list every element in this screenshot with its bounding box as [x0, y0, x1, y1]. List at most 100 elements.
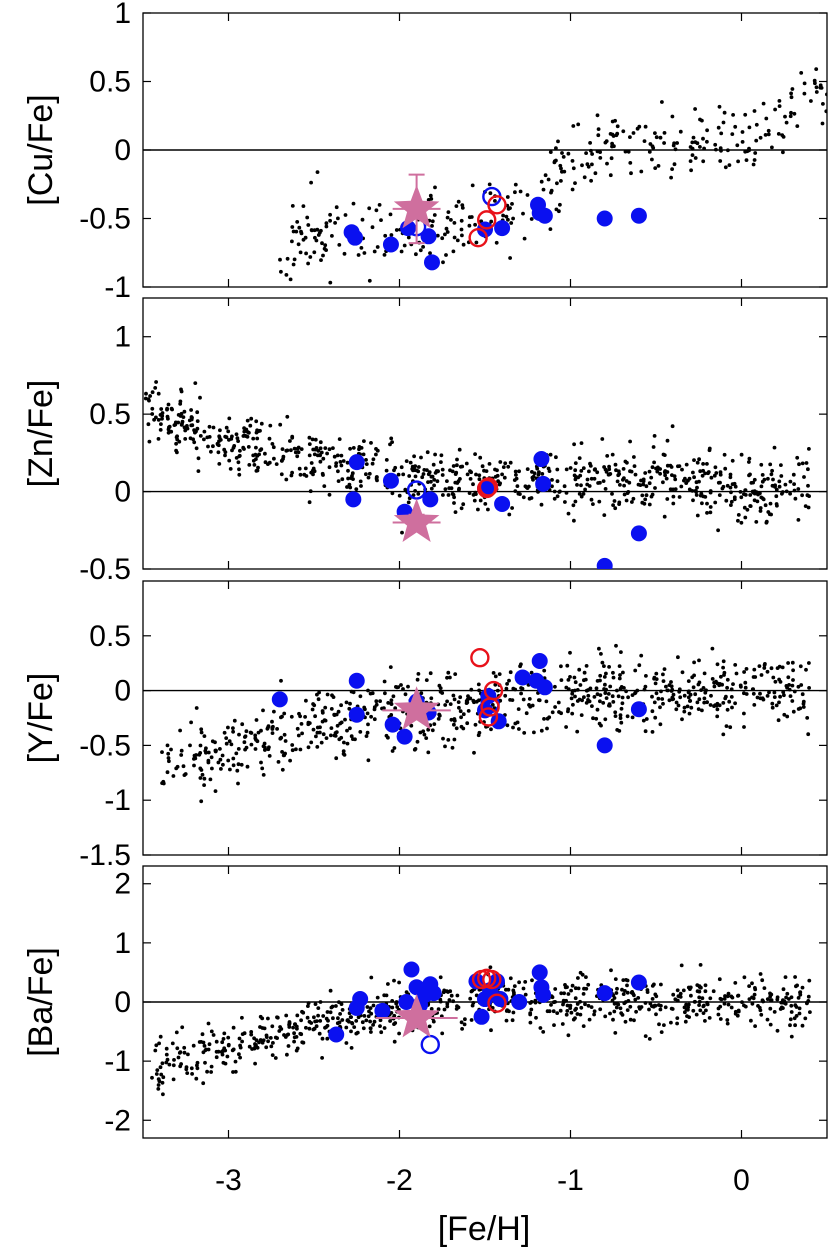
field-star-point	[563, 985, 568, 990]
field-star-point	[295, 220, 300, 224]
field-star-point	[725, 1018, 730, 1022]
field-star-point	[662, 453, 667, 457]
filled-point	[374, 1002, 391, 1019]
field-star-point	[217, 462, 222, 466]
field-star-point	[311, 447, 316, 452]
y-tick-label: 0.5	[89, 620, 131, 653]
field-star-point	[529, 1007, 534, 1012]
field-star-point	[364, 734, 369, 738]
field-star-point	[769, 666, 774, 671]
field-star-point	[625, 978, 630, 983]
field-star-point	[367, 471, 372, 476]
field-star-point	[219, 767, 223, 771]
field-star-point	[493, 199, 497, 203]
field-star-point	[185, 424, 189, 428]
field-star-point	[318, 440, 323, 445]
field-star-point	[654, 994, 659, 999]
field-star-point	[194, 706, 199, 710]
field-star-point	[318, 1000, 323, 1004]
field-star-point	[354, 487, 359, 491]
field-star-point	[628, 161, 633, 165]
field-star-point	[422, 732, 427, 737]
field-star-point	[307, 435, 312, 440]
field-star-point	[582, 175, 587, 180]
field-star-point	[693, 156, 698, 160]
field-star-point	[708, 996, 713, 1001]
field-star-point	[309, 180, 313, 185]
field-star-point	[598, 699, 602, 704]
field-star-point	[587, 1017, 592, 1022]
field-star-point	[229, 742, 234, 747]
field-star-point	[747, 125, 752, 130]
field-star-point	[171, 1063, 176, 1068]
field-star-point	[457, 705, 461, 710]
field-star-point	[247, 463, 252, 467]
field-star-point	[164, 1046, 169, 1051]
field-star-point	[403, 692, 408, 697]
field-star-point	[696, 707, 701, 711]
field-star-point	[252, 1036, 256, 1041]
field-star-point	[656, 164, 661, 168]
field-star-point	[793, 975, 797, 979]
field-star-point	[452, 501, 456, 505]
field-star-point	[628, 135, 632, 140]
field-star-point	[473, 722, 478, 727]
field-star-point	[451, 999, 456, 1004]
field-star-point	[591, 502, 595, 506]
field-star-point	[552, 489, 557, 494]
field-star-point	[223, 453, 227, 458]
field-star-point	[747, 146, 751, 151]
field-star-point	[704, 1008, 708, 1013]
field-star-point	[308, 255, 313, 259]
field-star-point	[446, 210, 451, 215]
field-star-point	[616, 1002, 621, 1007]
field-star-point	[461, 712, 466, 717]
field-star-point	[662, 470, 667, 475]
field-star-point	[256, 465, 260, 470]
field-star-point	[160, 1080, 165, 1085]
field-star-point	[630, 500, 634, 504]
y-tick-label: -0.5	[79, 203, 131, 236]
field-star-point	[158, 428, 163, 432]
field-star-point	[467, 223, 472, 228]
field-star-point	[675, 1016, 680, 1020]
field-star-point	[669, 1020, 673, 1025]
field-star-point	[192, 440, 197, 445]
field-star-point	[652, 700, 657, 705]
filled-point	[423, 254, 440, 271]
field-star-point	[176, 1055, 181, 1060]
field-star-point	[519, 691, 523, 696]
field-star-point	[539, 502, 544, 507]
field-star-point	[564, 725, 568, 729]
field-star-point	[721, 665, 725, 670]
field-star-point	[570, 159, 575, 163]
field-star-point	[249, 1032, 254, 1037]
field-star-point	[791, 472, 796, 477]
field-star-point	[685, 1014, 689, 1018]
field-star-point	[590, 704, 594, 708]
field-star-point	[178, 1050, 183, 1054]
field-star-point	[800, 985, 805, 990]
field-star-point	[690, 146, 695, 151]
field-star-point	[261, 708, 265, 713]
field-star-point	[266, 1039, 270, 1044]
field-star-point	[707, 448, 712, 453]
field-star-point	[602, 513, 607, 517]
field-star-point	[671, 143, 676, 148]
field-star-point	[166, 756, 171, 760]
field-star-point	[778, 1007, 783, 1011]
field-star-point	[333, 221, 337, 225]
field-star-point	[742, 711, 746, 716]
field-star-point	[781, 690, 786, 694]
field-star-point	[316, 1013, 320, 1018]
field-star-point	[588, 461, 592, 466]
field-star-point	[298, 472, 303, 477]
field-star-point	[144, 391, 148, 396]
field-star-point	[253, 736, 258, 741]
field-star-point	[513, 182, 518, 187]
field-star-point	[298, 747, 303, 752]
field-star-point	[518, 189, 523, 194]
field-star-point	[538, 1026, 543, 1030]
field-star-point	[322, 484, 327, 488]
field-star-point	[298, 250, 303, 255]
